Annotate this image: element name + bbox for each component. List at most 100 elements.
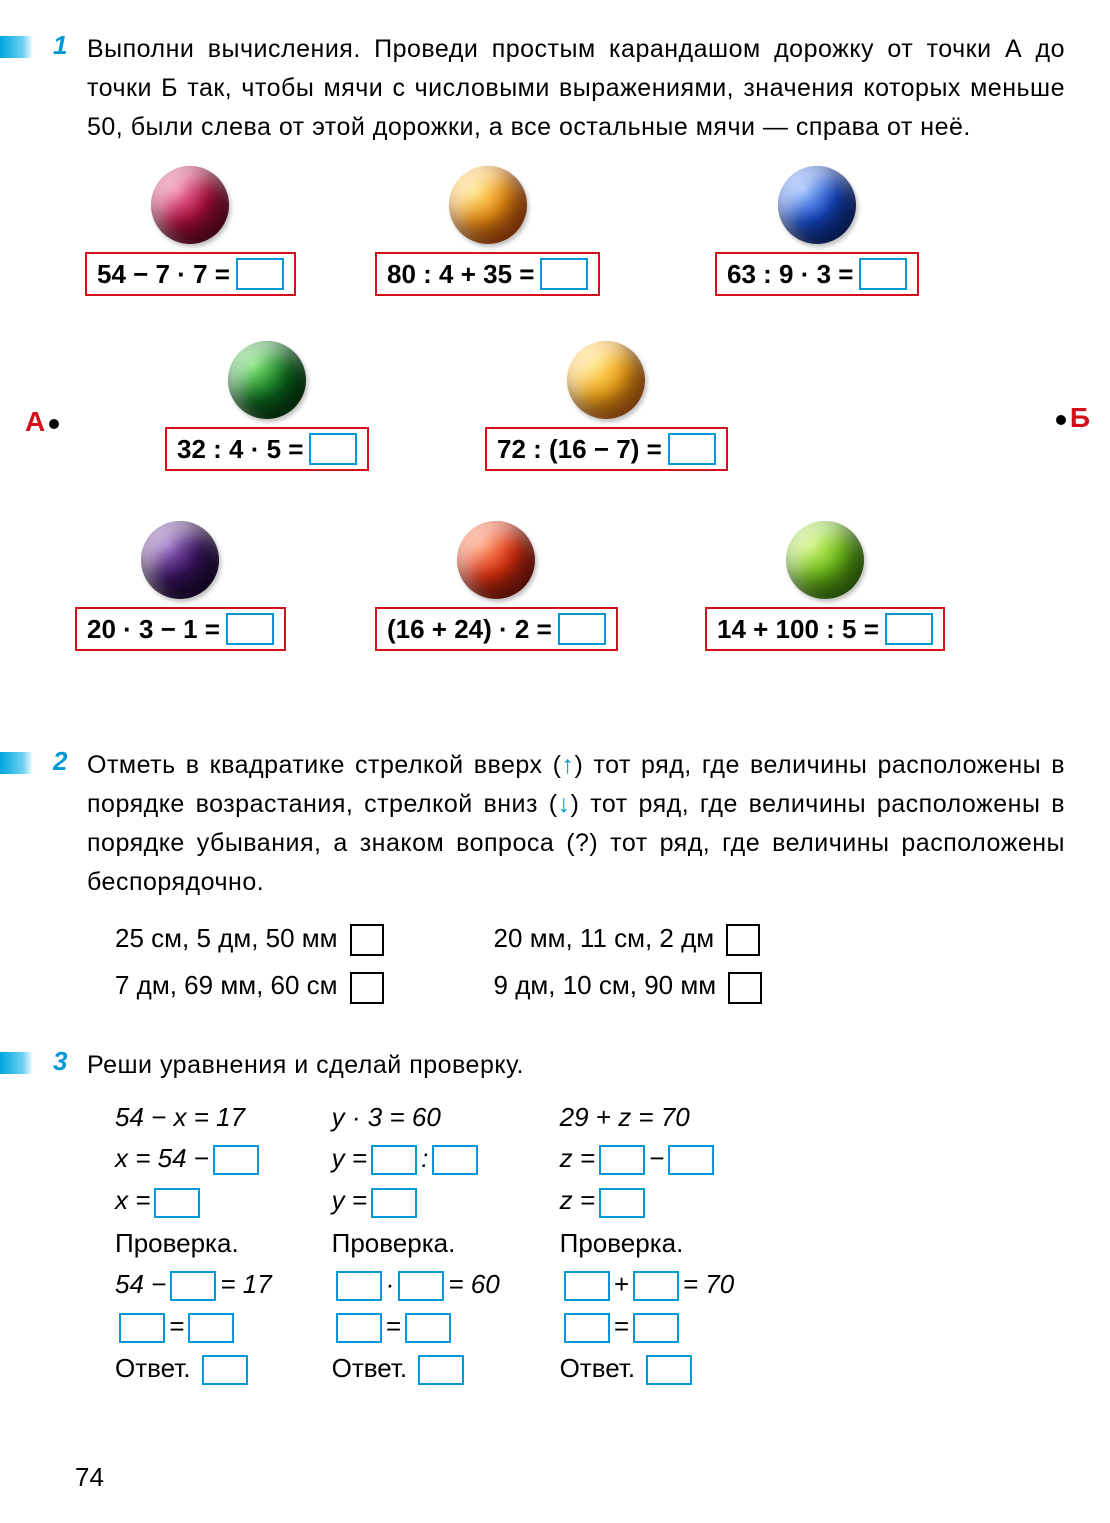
answer-box[interactable] [668,1145,714,1175]
answer-box[interactable] [371,1188,417,1218]
task-3-columns: 54 − x = 17 x = 54 − x = Проверка. 54 −=… [115,1102,1065,1385]
ball-icon [457,521,535,599]
answer-box[interactable] [154,1188,200,1218]
answer-box[interactable] [633,1271,679,1301]
expression-text: 63 : 9 · 3 = [727,259,853,290]
ball-group-1: 54 − 7 · 7 = [85,166,296,296]
equation-line: y = [332,1185,500,1217]
ball-group-4: 32 : 4 · 5 = [165,341,369,471]
ball-group-8: 14 + 100 : 5 = [705,521,945,651]
arrow-up-icon: ↑ [562,751,575,779]
expression-box: 63 : 9 · 3 = [715,252,919,296]
answer-box[interactable] [336,1271,382,1301]
task-3: 3 Реши уравнения и сделай проверку. 54 −… [45,1046,1065,1385]
task-marker-2 [0,752,33,774]
check-label: Проверка. [332,1228,500,1259]
answer-box[interactable] [599,1145,645,1175]
equation-line: y =: [332,1143,500,1175]
equation-line: x = [115,1185,272,1217]
ball-group-3: 63 : 9 · 3 = [715,166,919,296]
expression-box: 80 : 4 + 35 = [375,252,600,296]
answer-square[interactable] [350,924,384,956]
equation-col-3: 29 + z = 70 z =− z = Проверка. += 70 = О… [560,1102,735,1385]
answer-box[interactable] [646,1355,692,1385]
answer-label: Ответ. [115,1353,191,1383]
answer-box[interactable] [336,1313,382,1343]
answer-box[interactable] [564,1313,610,1343]
answer-box[interactable] [202,1355,248,1385]
answer-box[interactable] [558,613,606,645]
ball-icon [141,521,219,599]
equation-col-2: y · 3 = 60 y =: y = Проверка. ·= 60 = От… [332,1102,500,1385]
task-2-rows: 25 см, 5 дм, 50 мм 7 дм, 69 мм, 60 см 20… [115,923,1065,1003]
answer-box[interactable] [885,613,933,645]
answer-square[interactable] [726,924,760,956]
answer-square[interactable] [728,972,762,1004]
ball-group-2: 80 : 4 + 35 = [375,166,600,296]
answer-box[interactable] [418,1355,464,1385]
arrow-down-icon: ↓ [558,790,571,818]
eq-text: = [386,1311,401,1341]
eq-text: 54 − [115,1269,166,1299]
answer-box[interactable] [119,1313,165,1343]
equation-line: 54 − = 17 [115,1269,272,1301]
answer-box[interactable] [859,258,907,290]
eq-text: = 60 [448,1269,499,1299]
equation-line: = [332,1311,500,1343]
answer-square[interactable] [350,972,384,1004]
ball-icon [151,166,229,244]
eq-text: : [421,1143,428,1173]
point-a-letter: А [25,406,45,437]
equation-line: z = [560,1185,735,1217]
task2-text-part1: Отметь в квадратике стрелкой вверх ( [87,751,562,779]
point-b-label: Б [1052,402,1090,434]
ball-icon [567,341,645,419]
answer-box[interactable] [564,1271,610,1301]
expression-box: (16 + 24) · 2 = [375,607,618,651]
equation-line: = [115,1311,272,1343]
answer-box[interactable] [226,613,274,645]
point-b-dot [1056,415,1066,425]
answer-box[interactable] [540,258,588,290]
equation-line: = [560,1311,735,1343]
expression-text: 80 : 4 + 35 = [387,259,534,290]
answer-line: Ответ. [560,1353,735,1385]
task-number-1: 1 [53,30,67,61]
answer-box[interactable] [599,1188,645,1218]
point-a-label: А [25,406,63,438]
answer-box[interactable] [405,1313,451,1343]
expression-box: 72 : (16 − 7) = [485,427,728,471]
answer-box[interactable] [170,1271,216,1301]
task-1-text: Выполни вычисления. Проведи простым кара… [87,30,1065,146]
task-1: 1 Выполни вычисления. Проведи простым ка… [45,30,1065,696]
answer-box[interactable] [432,1145,478,1175]
expression-text: 14 + 100 : 5 = [717,614,879,645]
task-3-text: Реши уравнения и сделай проверку. [87,1046,1065,1085]
answer-box[interactable] [633,1313,679,1343]
eq-text: = 17 [220,1269,271,1299]
ball-group-7: (16 + 24) · 2 = [375,521,618,651]
expression-box: 20 · 3 − 1 = [75,607,286,651]
expression-text: 20 · 3 − 1 = [87,614,220,645]
eq-text: x = 54 − [115,1143,209,1173]
page-number: 74 [75,1462,104,1493]
eq-text: − [649,1143,664,1173]
answer-box[interactable] [213,1145,259,1175]
measure-row: 9 дм, 10 см, 90 мм [494,970,763,1003]
answer-box[interactable] [371,1145,417,1175]
answer-label: Ответ. [332,1353,408,1383]
task-2-col-left: 25 см, 5 дм, 50 мм 7 дм, 69 мм, 60 см [115,923,384,1003]
eq-text: y = [332,1185,367,1215]
measure-row: 7 дм, 69 мм, 60 см [115,970,384,1003]
point-a-dot [49,419,59,429]
answer-box[interactable] [236,258,284,290]
ball-icon [786,521,864,599]
equation-line: 29 + z = 70 [560,1102,735,1133]
answer-box[interactable] [309,433,357,465]
answer-box[interactable] [188,1313,234,1343]
answer-line: Ответ. [115,1353,272,1385]
answer-box[interactable] [668,433,716,465]
expression-text: 54 − 7 · 7 = [97,259,230,290]
answer-label: Ответ. [560,1353,636,1383]
answer-box[interactable] [398,1271,444,1301]
